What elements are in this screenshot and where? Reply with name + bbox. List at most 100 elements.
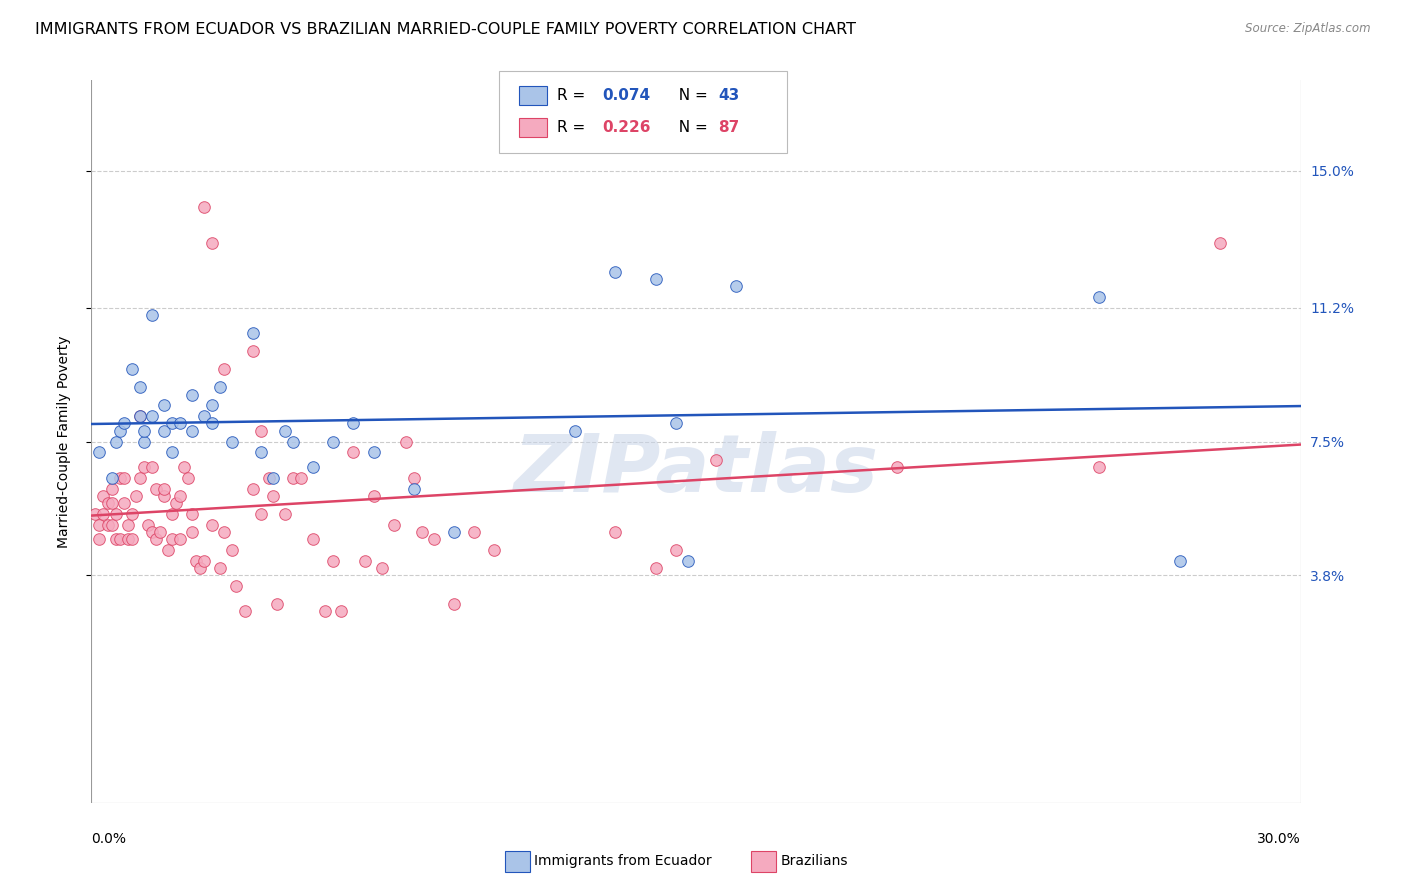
Text: Source: ZipAtlas.com: Source: ZipAtlas.com (1246, 22, 1371, 36)
Point (363, 489, 385, 503)
Text: IMMIGRANTS FROM ECUADOR VS BRAZILIAN MARRIED-COUPLE FAMILY POVERTY CORRELATION C: IMMIGRANTS FROM ECUADOR VS BRAZILIAN MAR… (35, 22, 856, 37)
Point (257, 470, 280, 484)
Point (725, 279, 748, 293)
Point (342, 417, 364, 431)
Point (302, 459, 325, 474)
Point (1168, 554, 1191, 568)
Point (173, 459, 195, 474)
Point (188, 561, 211, 575)
Point (274, 424, 297, 438)
Point (1209, 235, 1232, 250)
Point (141, 308, 163, 322)
Point (354, 554, 377, 568)
Point (423, 532, 446, 546)
Point (117, 532, 139, 546)
Point (136, 517, 159, 532)
Point (165, 496, 187, 510)
Point (93, 489, 115, 503)
Point (322, 434, 344, 449)
Point (411, 524, 433, 539)
Point (153, 424, 176, 438)
Point (249, 424, 271, 438)
Point (443, 597, 465, 611)
Point (665, 417, 688, 431)
Point (193, 554, 215, 568)
Point (605, 265, 627, 279)
Point (193, 200, 215, 214)
Point (463, 524, 485, 539)
Point (262, 489, 284, 503)
Point (644, 272, 666, 286)
Point (242, 344, 264, 359)
Point (128, 409, 150, 424)
Point (290, 470, 312, 484)
Point (281, 470, 304, 484)
Point (274, 507, 297, 521)
Point (132, 424, 155, 438)
Point (644, 561, 666, 575)
Point (104, 434, 127, 449)
Point (484, 542, 506, 557)
Point (169, 489, 191, 503)
Text: Immigrants from Ecuador: Immigrants from Ecuador (534, 854, 711, 868)
Point (145, 532, 167, 546)
Point (402, 470, 425, 484)
Point (1088, 290, 1111, 304)
Text: 0.074: 0.074 (602, 88, 650, 103)
Point (181, 524, 204, 539)
Point (145, 482, 167, 496)
Point (704, 452, 727, 467)
Point (100, 470, 122, 484)
Point (153, 398, 176, 412)
Point (181, 424, 204, 438)
Point (100, 517, 122, 532)
Point (100, 496, 122, 510)
Point (84, 507, 107, 521)
Point (342, 445, 364, 459)
Point (169, 532, 191, 546)
Point (1088, 459, 1111, 474)
Point (89, 445, 111, 459)
Text: 87: 87 (718, 120, 740, 135)
Point (112, 417, 135, 431)
Point (181, 387, 204, 401)
Point (169, 417, 191, 431)
Point (96, 517, 118, 532)
Point (225, 579, 247, 593)
Point (302, 532, 325, 546)
Point (209, 380, 232, 394)
Text: N =: N = (669, 120, 713, 135)
Point (89, 517, 111, 532)
Point (322, 554, 344, 568)
Point (112, 496, 135, 510)
Point (201, 517, 224, 532)
Text: R =: R = (557, 88, 591, 103)
Point (128, 409, 150, 424)
Text: ZIPatlas: ZIPatlas (513, 432, 879, 509)
Text: Brazilians: Brazilians (780, 854, 848, 868)
Point (201, 235, 224, 250)
Point (108, 470, 131, 484)
Point (443, 524, 465, 539)
Point (108, 424, 131, 438)
Point (153, 482, 176, 496)
Point (160, 507, 183, 521)
Point (141, 524, 163, 539)
Point (262, 470, 284, 484)
Point (214, 362, 236, 376)
Point (121, 507, 143, 521)
Point (128, 470, 150, 484)
Point (242, 482, 264, 496)
Text: 0.226: 0.226 (602, 120, 650, 135)
Point (132, 434, 155, 449)
Point (128, 380, 150, 394)
Point (221, 434, 243, 449)
Point (221, 542, 243, 557)
Point (121, 362, 143, 376)
Point (665, 542, 688, 557)
Y-axis label: Married-Couple Family Poverty: Married-Couple Family Poverty (56, 335, 70, 548)
Point (132, 459, 155, 474)
Point (121, 532, 143, 546)
Point (214, 524, 236, 539)
Point (117, 517, 139, 532)
